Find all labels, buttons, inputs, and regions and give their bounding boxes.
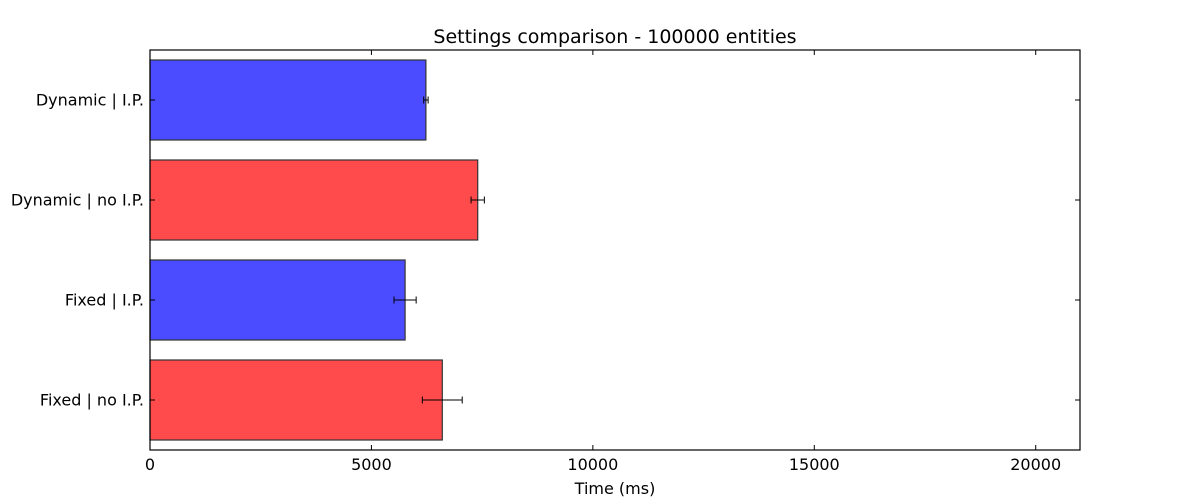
y-tick-label: Fixed | no I.P. — [40, 391, 144, 410]
chart-title: Settings comparison - 100000 entities — [433, 26, 796, 48]
x-axis-label: Time (ms) — [574, 479, 656, 498]
x-ticks-layer: 0 5000 10000 15000 20000 — [145, 50, 1061, 474]
bars-layer — [149, 59, 479, 441]
x-tick-label: 5000 — [351, 455, 392, 474]
y-tick-label: Fixed | I.P. — [65, 291, 144, 310]
y-tick-label: Dynamic | I.P. — [36, 91, 144, 110]
plot-frame — [149, 49, 1081, 451]
x-tick-label: 20000 — [1010, 455, 1061, 474]
x-tick-label: 15000 — [789, 455, 840, 474]
y-tick-label: Dynamic | no I.P. — [11, 191, 144, 210]
bar — [149, 259, 406, 341]
bar — [149, 359, 443, 441]
bar — [149, 159, 479, 241]
errorbars-layer — [393, 96, 485, 404]
bar — [149, 59, 427, 141]
y-ticks-layer: Dynamic | I.P. Dynamic | no I.P. Fixed | I… — [11, 91, 1080, 410]
x-tick-label: 0 — [145, 455, 155, 474]
x-tick-label: 10000 — [567, 455, 618, 474]
